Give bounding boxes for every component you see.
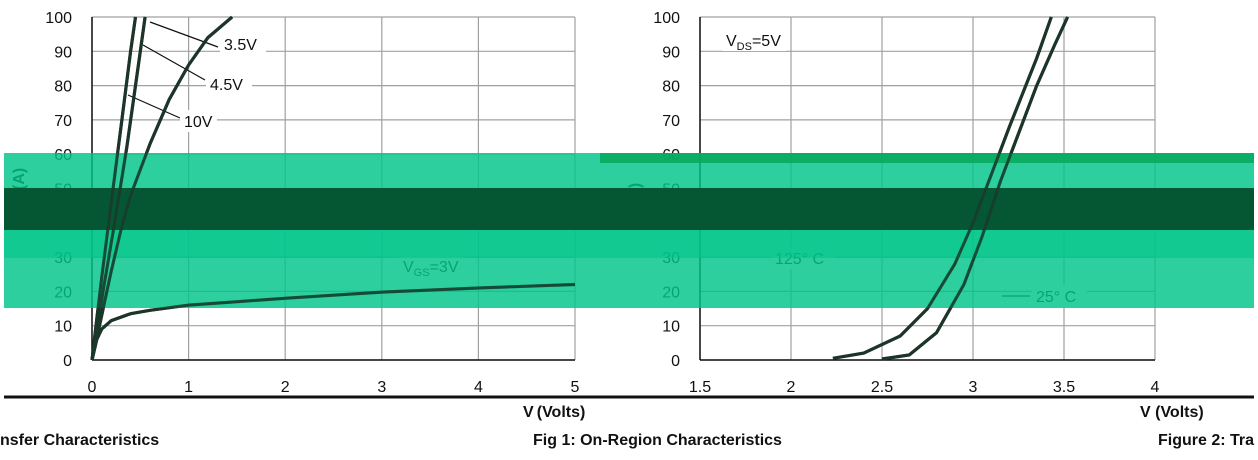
x-tick-label: 1.5 (689, 379, 711, 396)
y-tick-label: 80 (662, 79, 680, 96)
annotation-3.5v: 3.5V (224, 37, 257, 54)
leader-line (149, 21, 219, 48)
x-tick-label: 4 (474, 379, 483, 396)
series-line-overlay (90, 283, 576, 361)
annotation-vds-5v: VDS=5V (726, 33, 781, 53)
vgs-axis-fragment: V (Volts) (1140, 404, 1204, 421)
vds-axis-fragment: V (Volts) (523, 404, 586, 421)
x-tick-label: 2.5 (871, 379, 893, 396)
x-tick-label: 2 (281, 379, 290, 396)
label-bg (220, 33, 266, 55)
band-mid (4, 230, 1254, 258)
x-tick-label: 4 (1151, 379, 1160, 396)
caption-figure2: Figure 2: Tra (1158, 432, 1255, 449)
leader-line (142, 44, 206, 81)
caption-left: nsfer Characteristics (0, 432, 160, 449)
obscured-tick-strip: 0 1 2 3 4 5 1.5 2 2.5 3 3.5 4 (4, 379, 1254, 402)
x-tick-label: 1 (184, 379, 193, 396)
y-tick-label: 0 (63, 353, 72, 370)
x-tick-label: 3 (969, 379, 978, 396)
caption-fig1: Fig 1: On-Region Characteristics (533, 432, 782, 449)
x-tick-label: 3.5 (1053, 379, 1075, 396)
y-tick-label: 100 (45, 10, 72, 27)
y-tick-label: 10 (54, 319, 72, 336)
label-bg (180, 110, 217, 132)
series-line-overlay (90, 16, 147, 361)
y-tick-label: 80 (54, 79, 72, 96)
y-tick-label: 90 (662, 44, 680, 61)
x-tick-label: 3 (377, 379, 386, 396)
leader-line (127, 94, 181, 119)
annotation-4.5v: 4.5V (210, 77, 243, 94)
y-tick-label: 70 (54, 113, 72, 130)
y-tick-label: 10 (662, 319, 680, 336)
series-line-overlay (90, 15, 234, 361)
label-bg (206, 73, 252, 95)
x-tick-label: 0 (88, 379, 97, 396)
annotation-10v: 10V (184, 114, 213, 131)
band-dark (4, 188, 1254, 230)
label-bg (722, 29, 786, 51)
x-tick-label: 2 (787, 379, 796, 396)
y-tick-label: 70 (662, 113, 680, 130)
series-line-overlay (832, 16, 1053, 360)
x-tick-label: 5 (571, 379, 580, 396)
series-line-overlay (90, 16, 137, 361)
y-tick-label: 90 (54, 44, 72, 61)
series-line-overlay (881, 16, 1069, 361)
overlay-bands (4, 15, 1254, 361)
band-top (600, 153, 1254, 163)
y-tick-label: 0 (671, 353, 680, 370)
y-tick-label: 100 (653, 10, 680, 27)
